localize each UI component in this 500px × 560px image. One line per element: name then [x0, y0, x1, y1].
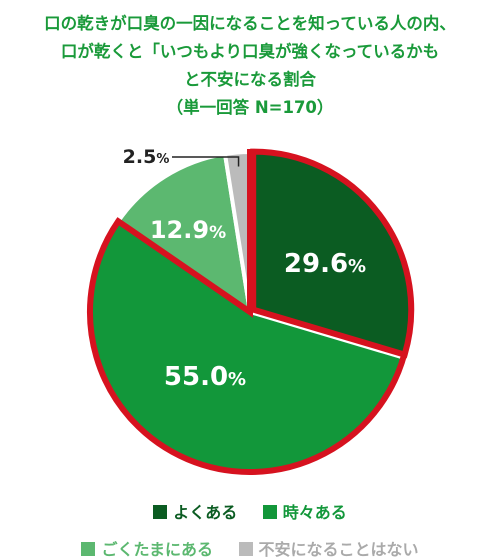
legend-label-often: よくある: [173, 503, 238, 522]
title-line-4: （単一回答 N=170）: [166, 98, 334, 117]
legend-swatch-often: [153, 505, 168, 519]
legend-swatch-sometimes: [262, 505, 277, 519]
legend-row-2: ごくたまにある 不安になることはない: [0, 540, 500, 560]
label-often: 29.6%: [284, 249, 366, 279]
title-line-1: 口の乾きが口臭の一因になることを知っている人の内、: [44, 14, 456, 33]
title-line-2: 口が乾くと「いつもより口臭が強くなっているかも: [60, 42, 440, 61]
legend-swatch-never: [238, 542, 253, 556]
slice-often: [250, 148, 415, 359]
chart-title: 口の乾きが口臭の一因になることを知っている人の内、 口が乾くと「いつもより口臭が…: [0, 10, 500, 122]
label-never: 2.5%: [123, 146, 170, 168]
title-line-3: と不安になる割合: [184, 70, 316, 89]
slice-rarely: [115, 151, 253, 317]
legend-label-rarely: ごくたまにある: [101, 540, 213, 559]
label-sometimes: 55.0%: [164, 362, 246, 392]
legend-swatch-rarely: [81, 542, 96, 556]
legend-item-never: 不安になることはない: [238, 540, 419, 560]
legend-item-rarely: ごくたまにある: [81, 540, 213, 560]
label-rarely: 12.9%: [150, 216, 226, 244]
leader-line-never: [172, 156, 240, 167]
legend-label-never: 不安になることはない: [258, 540, 419, 559]
legend-item-sometimes: 時々ある: [262, 503, 347, 523]
legend-row-1: よくある 時々ある: [0, 503, 500, 523]
legend-label-sometimes: 時々ある: [282, 503, 347, 522]
legend-item-often: よくある: [153, 503, 237, 523]
